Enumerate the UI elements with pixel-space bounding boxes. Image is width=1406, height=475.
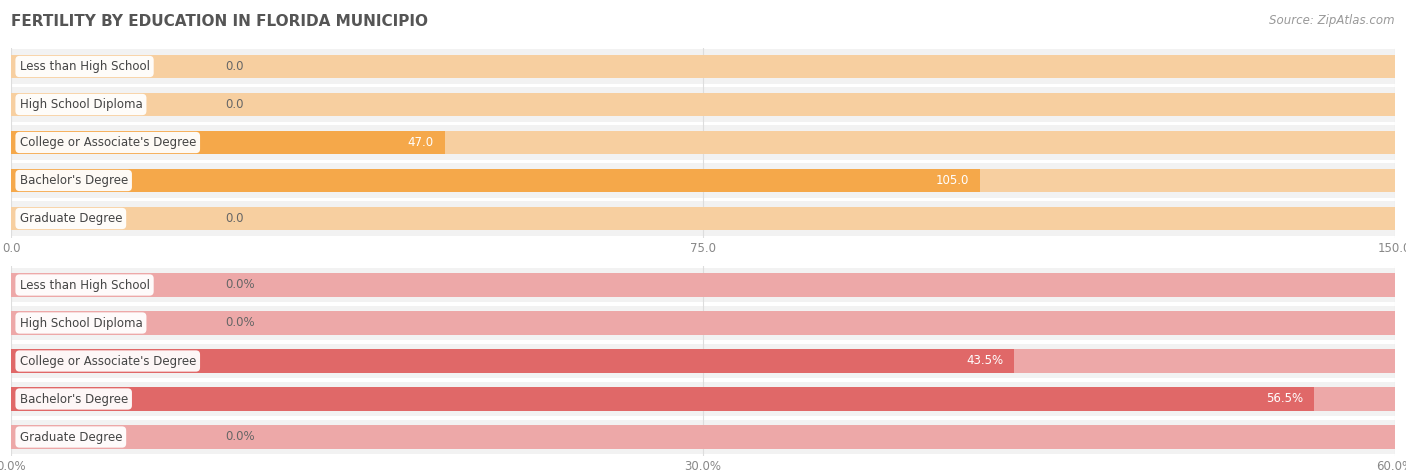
Text: High School Diploma: High School Diploma	[20, 98, 142, 111]
Text: High School Diploma: High School Diploma	[20, 316, 142, 330]
Bar	[11, 349, 1014, 373]
Bar	[11, 306, 1395, 340]
Bar	[11, 382, 1395, 416]
Bar	[11, 169, 980, 192]
Bar	[11, 273, 1395, 297]
Text: Graduate Degree: Graduate Degree	[20, 430, 122, 444]
Bar	[11, 93, 1395, 116]
Text: Less than High School: Less than High School	[20, 278, 149, 292]
Bar	[11, 207, 1395, 230]
Bar	[11, 131, 444, 154]
Text: College or Associate's Degree: College or Associate's Degree	[20, 136, 195, 149]
Text: 0.0: 0.0	[226, 60, 245, 73]
Text: 0.0%: 0.0%	[226, 278, 256, 292]
Bar	[11, 169, 1395, 192]
Text: FERTILITY BY EDUCATION IN FLORIDA MUNICIPIO: FERTILITY BY EDUCATION IN FLORIDA MUNICI…	[11, 14, 429, 29]
Bar	[11, 349, 1395, 373]
Text: Less than High School: Less than High School	[20, 60, 149, 73]
Bar	[11, 311, 1395, 335]
Bar	[11, 268, 1395, 302]
Bar	[11, 425, 1395, 449]
Text: Source: ZipAtlas.com: Source: ZipAtlas.com	[1270, 14, 1395, 27]
Bar	[11, 387, 1395, 411]
Bar	[11, 131, 1395, 154]
Text: 105.0: 105.0	[935, 174, 969, 187]
Bar	[11, 125, 1395, 160]
Bar	[11, 49, 1395, 84]
Text: 0.0: 0.0	[226, 98, 245, 111]
Text: 0.0%: 0.0%	[226, 430, 256, 444]
Text: Graduate Degree: Graduate Degree	[20, 212, 122, 225]
Bar	[11, 387, 1315, 411]
Bar	[11, 163, 1395, 198]
Bar	[11, 201, 1395, 236]
Text: 56.5%: 56.5%	[1265, 392, 1303, 406]
Bar	[11, 87, 1395, 122]
Bar	[11, 344, 1395, 378]
Text: 43.5%: 43.5%	[966, 354, 1004, 368]
Bar	[11, 55, 1395, 78]
Text: College or Associate's Degree: College or Associate's Degree	[20, 354, 195, 368]
Text: 0.0: 0.0	[226, 212, 245, 225]
Text: 0.0%: 0.0%	[226, 316, 256, 330]
Text: Bachelor's Degree: Bachelor's Degree	[20, 392, 128, 406]
Text: 47.0: 47.0	[408, 136, 433, 149]
Bar	[11, 420, 1395, 454]
Text: Bachelor's Degree: Bachelor's Degree	[20, 174, 128, 187]
